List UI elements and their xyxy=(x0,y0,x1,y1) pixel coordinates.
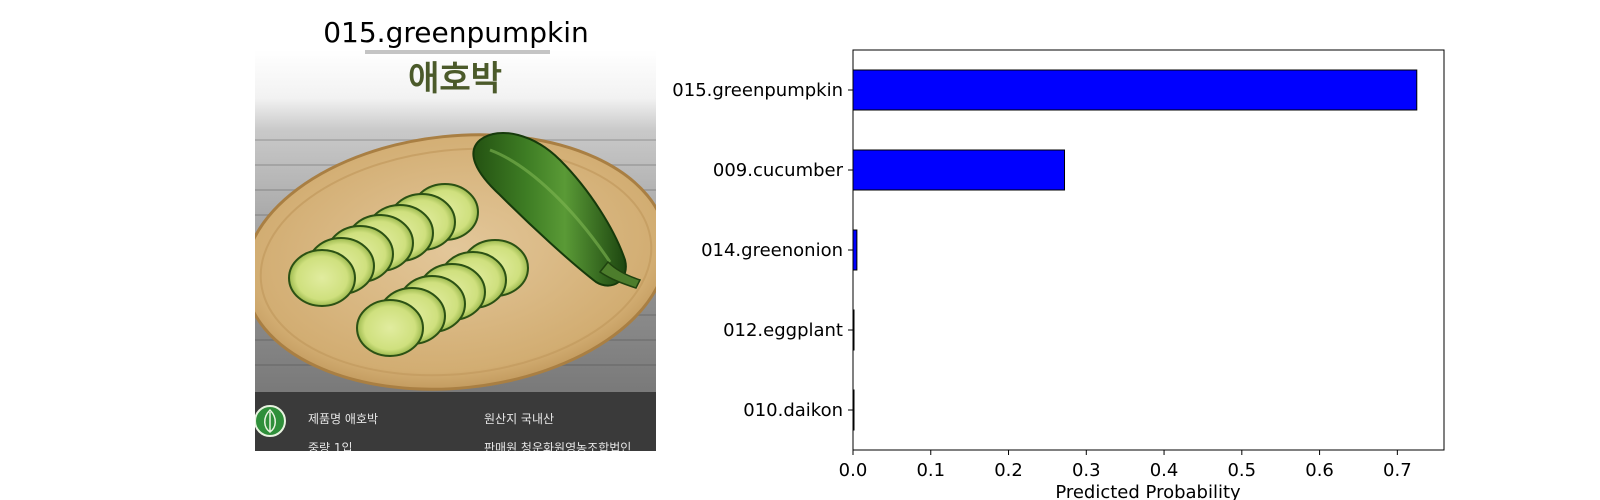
x-tick-label: 0.6 xyxy=(1305,460,1334,481)
probability-chart: 015.greenpumpkin 009.cucumber 014.greenoni… xyxy=(672,49,1445,500)
x-tick-label: 0.5 xyxy=(1227,460,1256,481)
info-bar xyxy=(255,392,656,451)
category-label-010-daikon: 010.daikon xyxy=(743,400,843,421)
caption-right-1: 원산지 국내산 xyxy=(484,412,554,426)
bar-015-greenpumpkin xyxy=(852,69,1418,111)
category-label-009-cucumber: 009.cucumber xyxy=(713,160,844,181)
category-label-015-greenpumpkin: 015.greenpumpkin xyxy=(672,80,843,101)
axes-frame xyxy=(852,49,1445,451)
caption-left-1: 제품명 애호박 xyxy=(308,412,378,426)
x-tick-label: 0.2 xyxy=(994,460,1023,481)
category-labels: 015.greenpumpkin 009.cucumber 014.greenoni… xyxy=(672,80,853,421)
caption-left-2: 중량 1입 xyxy=(308,441,353,455)
bar-014-greenonion xyxy=(852,229,858,271)
bars xyxy=(852,69,1418,431)
category-label-014-greenonion: 014.greenonion xyxy=(701,240,843,261)
category-label-012-eggplant: 012.eggplant xyxy=(723,320,843,341)
banner-faint-text xyxy=(365,50,550,54)
zucchini-slices xyxy=(288,183,529,357)
x-tick-label: 0.7 xyxy=(1383,460,1412,481)
zucchini xyxy=(472,131,642,289)
x-tick-label: 0.1 xyxy=(916,460,945,481)
x-tick-label: 0.3 xyxy=(1072,460,1101,481)
x-axis-label: Predicted Probability xyxy=(1055,482,1241,500)
bar-009-cucumber xyxy=(852,149,1066,191)
x-tick-label: 0.0 xyxy=(839,460,868,481)
product-photo: 애호박 제품명 애호박 xyxy=(255,50,656,455)
image-title: 015.greenpumpkin xyxy=(323,16,589,49)
photo-heading: 애호박 xyxy=(408,59,502,99)
caption-right-2: 판매원 청운화원영농조합법인 xyxy=(484,441,631,455)
x-tick-label: 0.4 xyxy=(1150,460,1179,481)
x-axis-ticks: 0.0 0.1 0.2 0.3 0.4 0.5 0.6 0.7 xyxy=(839,450,1412,481)
